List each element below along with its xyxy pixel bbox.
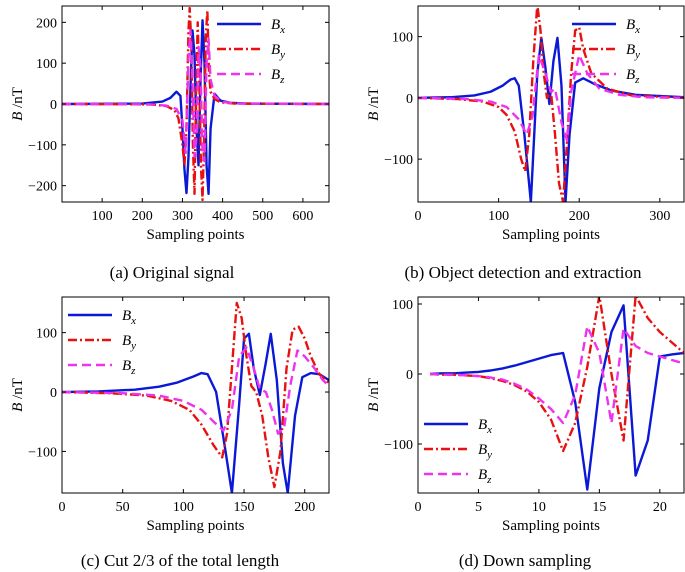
y-tick-label: 200 xyxy=(36,16,57,31)
x-tick-label: 200 xyxy=(132,209,153,224)
series-line-bz xyxy=(418,53,684,142)
panel-3: 0 50 100 150 200 −100 0 100 Sampling points B /nT… xyxy=(10,296,330,570)
x-tick-label: 150 xyxy=(234,500,255,515)
legend-label-bx: Bx xyxy=(271,17,285,36)
x-tick-label: 100 xyxy=(488,209,509,224)
x-axis-label: Sampling points xyxy=(147,518,245,534)
panel-caption: (d) Down sampling xyxy=(459,551,592,570)
panel-2: 0 100 200 300 −100 0 100 Sampling points B /nT Bx… xyxy=(366,5,685,282)
legend-label-by: By xyxy=(271,42,285,61)
x-tick-label: 200 xyxy=(294,500,315,515)
panel-caption: (a) Original signal xyxy=(110,263,235,282)
y-tick-label: 100 xyxy=(36,57,57,72)
x-tick-label: 0 xyxy=(415,500,422,515)
x-tick-label: 5 xyxy=(475,500,482,515)
panel-caption: (c) Cut 2/3 of the total length xyxy=(81,551,280,570)
panel-1: 100 200 300 400 500 600 −200 −100 0 100 200 Samplin… xyxy=(10,5,330,282)
axes-frame xyxy=(417,5,685,203)
x-tick-label: 300 xyxy=(649,209,670,224)
y-tick-label: 100 xyxy=(392,31,413,46)
y-tick-label: −200 xyxy=(28,180,57,195)
x-tick-label: 15 xyxy=(592,500,606,515)
legend-label-by: By xyxy=(478,442,492,461)
legend-label-bz: Bz xyxy=(626,67,640,86)
legend-label-bz: Bz xyxy=(122,358,136,377)
y-tick-label: −100 xyxy=(28,139,57,154)
legend-label-by: By xyxy=(626,42,640,61)
x-tick-label: 200 xyxy=(569,209,590,224)
y-tick-label: 0 xyxy=(406,368,413,383)
x-tick-label: 50 xyxy=(116,500,130,515)
y-tick-label: 0 xyxy=(50,386,57,401)
x-tick-label: 400 xyxy=(212,209,233,224)
x-axis-label: Sampling points xyxy=(147,227,245,243)
series-line-bz xyxy=(62,346,329,435)
y-tick-label: −100 xyxy=(384,153,413,168)
panel-4: 0 5 10 15 20 −100 0 100 Sampling points B /nT Bx By… xyxy=(366,296,685,570)
plot-area xyxy=(62,301,329,493)
plot-area xyxy=(62,6,329,202)
series-line-bx xyxy=(62,332,329,493)
series-line-by xyxy=(62,301,329,489)
y-tick-label: 100 xyxy=(392,298,413,313)
x-tick-label: 0 xyxy=(59,500,66,515)
series-line-by xyxy=(62,6,329,202)
plot-area xyxy=(418,6,684,202)
legend-label-by: By xyxy=(122,333,136,352)
y-axis-label: B /nT xyxy=(10,378,26,412)
x-tick-label: 10 xyxy=(532,500,546,515)
y-tick-label: −100 xyxy=(384,438,413,453)
axes-frame xyxy=(61,296,330,494)
series-line-by xyxy=(418,6,684,202)
legend: Bx By Bz xyxy=(68,308,136,377)
y-axis-label: B /nT xyxy=(366,378,382,412)
legend: Bx By Bz xyxy=(424,417,492,486)
x-tick-label: 100 xyxy=(173,500,194,515)
y-axis-label: B /nT xyxy=(10,87,26,121)
x-tick-label: 100 xyxy=(92,209,113,224)
y-tick-label: 0 xyxy=(50,98,57,113)
y-tick-label: 100 xyxy=(36,327,57,342)
legend-label-bz: Bz xyxy=(271,67,285,86)
x-tick-label: 500 xyxy=(252,209,273,224)
y-tick-label: −100 xyxy=(28,445,57,460)
series-line-bx xyxy=(430,304,684,491)
x-axis-label: Sampling points xyxy=(502,518,600,534)
series-line-bz xyxy=(62,29,329,163)
axes-frame xyxy=(417,296,685,494)
x-axis-label: Sampling points xyxy=(502,227,600,243)
legend-label-bx: Bx xyxy=(626,17,640,36)
y-axis-label: B /nT xyxy=(366,87,382,121)
legend: Bx By Bz xyxy=(572,17,640,86)
x-tick-label: 300 xyxy=(172,209,193,224)
y-tick-label: 0 xyxy=(406,92,413,107)
series-line-bz xyxy=(430,325,684,425)
legend: Bx By Bz xyxy=(217,17,285,86)
x-tick-label: 600 xyxy=(292,209,313,224)
legend-label-bz: Bz xyxy=(478,467,492,486)
legend-label-bx: Bx xyxy=(122,308,136,327)
legend-label-bx: Bx xyxy=(478,417,492,436)
panel-caption: (b) Object detection and extraction xyxy=(405,263,642,282)
x-tick-label: 20 xyxy=(653,500,667,515)
plot-area xyxy=(430,297,684,491)
x-tick-label: 0 xyxy=(415,209,422,224)
series-line-bx xyxy=(418,36,684,202)
